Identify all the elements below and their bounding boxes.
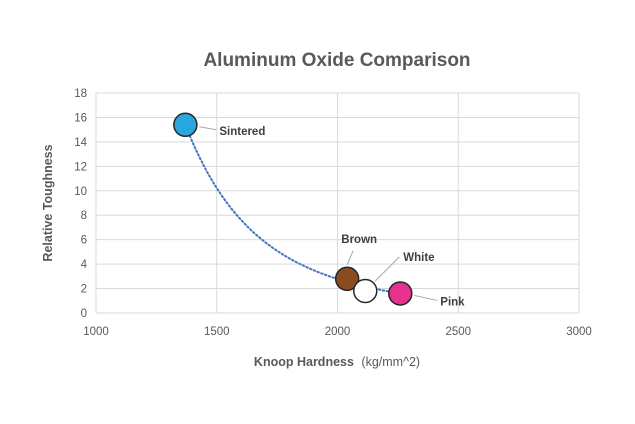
y-tick-label: 0 bbox=[81, 308, 87, 320]
chart-title: Aluminum Oxide Comparison bbox=[203, 50, 470, 71]
x-tick-label: 1000 bbox=[83, 326, 109, 338]
label-leader-pink bbox=[414, 294, 438, 301]
y-tick-label: 4 bbox=[81, 259, 88, 271]
point-label-sintered: Sintered bbox=[219, 126, 265, 138]
y-tick-label: 18 bbox=[74, 88, 87, 100]
grid bbox=[95, 92, 580, 314]
x-tick-label: 3000 bbox=[566, 326, 592, 338]
y-axis-title: Relative Toughness bbox=[41, 144, 55, 261]
point-label-brown: Brown bbox=[341, 234, 377, 246]
label-leader-white bbox=[374, 256, 400, 282]
point-pink bbox=[388, 281, 413, 306]
y-tick-label: 8 bbox=[81, 210, 87, 222]
y-tick-label: 6 bbox=[81, 235, 87, 247]
label-leader-brown bbox=[346, 250, 354, 265]
x-tick-label: 2000 bbox=[325, 326, 351, 338]
y-axis-ticks: 0 2 4 6 8 10 12 14 16 18 bbox=[74, 88, 87, 320]
trend-line bbox=[184, 123, 402, 295]
data-points: Sintered Brown White Pink bbox=[173, 112, 465, 308]
x-axis-title: Knoop Hardness (kg/mm^2) bbox=[254, 355, 420, 369]
x-axis-ticks: 1000 1500 2000 2500 3000 bbox=[83, 326, 592, 338]
y-tick-label: 16 bbox=[74, 112, 87, 124]
point-label-white: White bbox=[403, 252, 434, 264]
point-label-pink: Pink bbox=[440, 296, 465, 308]
point-white bbox=[353, 278, 378, 304]
x-axis-title-unit: (kg/mm^2) bbox=[361, 355, 420, 369]
y-tick-label: 14 bbox=[74, 137, 87, 149]
y-tick-label: 10 bbox=[74, 186, 87, 198]
point-sintered bbox=[173, 112, 198, 138]
y-tick-label: 12 bbox=[74, 161, 87, 173]
label-leader-sintered bbox=[199, 126, 217, 131]
y-tick-label: 2 bbox=[81, 284, 87, 296]
x-axis-title-text: Knoop Hardness bbox=[254, 355, 354, 369]
x-tick-label: 2500 bbox=[445, 326, 471, 338]
x-tick-label: 1500 bbox=[204, 326, 230, 338]
point-brown bbox=[334, 266, 360, 292]
